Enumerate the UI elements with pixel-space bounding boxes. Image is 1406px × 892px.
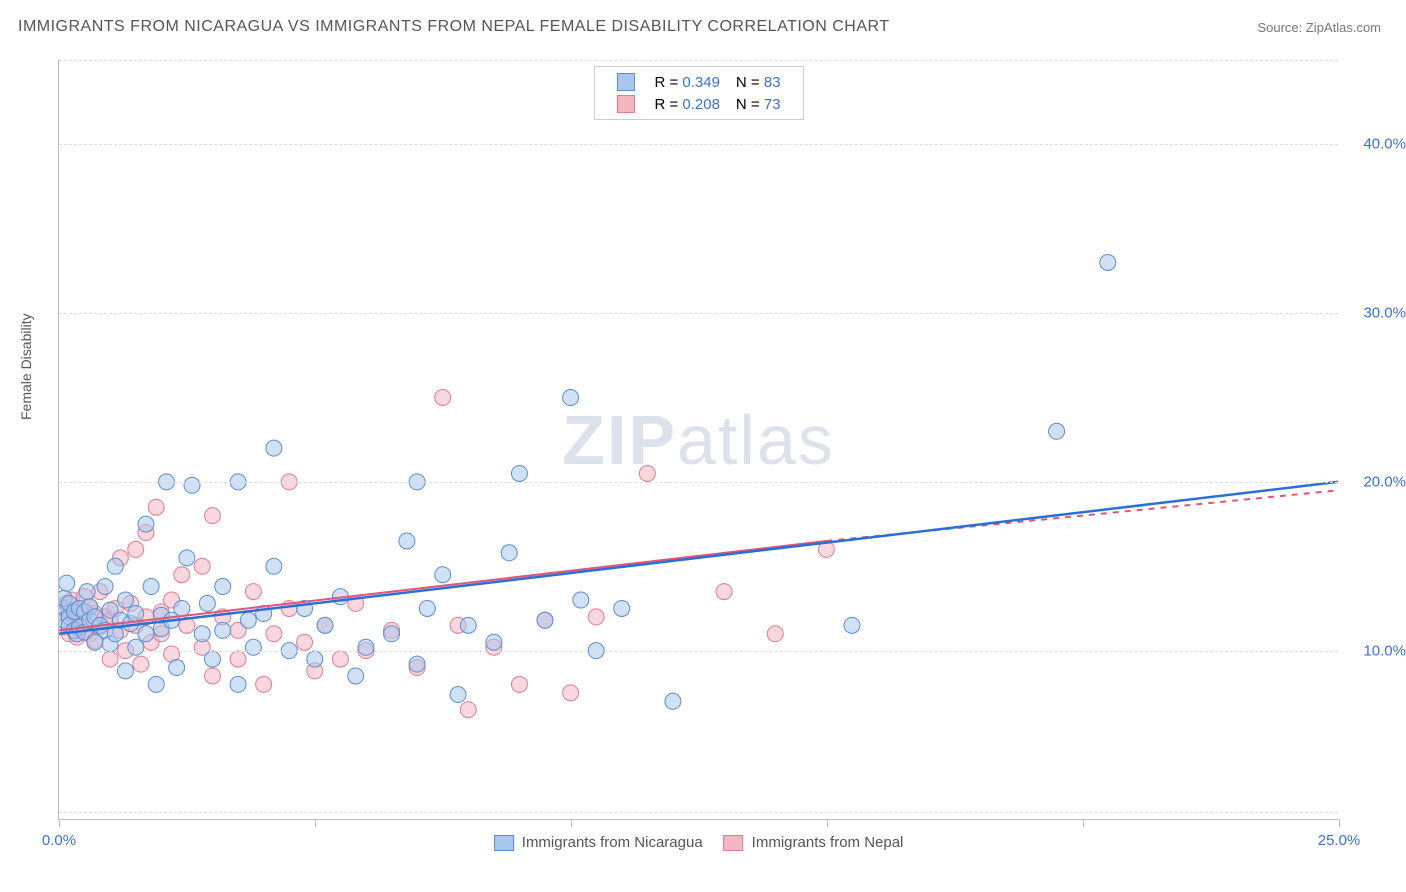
n-value-nicaragua: 83 (764, 74, 781, 91)
r-value-nicaragua: 0.349 (682, 74, 720, 91)
correlation-legend: R = 0.349 N = 83 R = 0.208 N = 73 (593, 66, 803, 120)
chart-plot-area: ZIPatlas R = 0.349 N = 83 R = 0.208 N = … (58, 60, 1338, 820)
legend-row-nicaragua: R = 0.349 N = 83 (608, 71, 788, 93)
scatter-svg (59, 60, 1338, 819)
n-label: N = (736, 74, 760, 91)
series-label-nicaragua: Immigrants from Nicaragua (522, 834, 703, 851)
x-tick-label: 0.0% (42, 832, 76, 849)
y-tick-label: 20.0% (1363, 474, 1406, 491)
n-label: N = (736, 96, 760, 113)
y-axis-label: Female Disability (18, 313, 34, 420)
series-label-nepal: Immigrants from Nepal (752, 834, 904, 851)
swatch-nicaragua-icon (494, 835, 514, 851)
series-legend: Immigrants from Nicaragua Immigrants fro… (494, 834, 904, 851)
swatch-nicaragua-icon (616, 73, 634, 91)
r-label: R = (654, 96, 678, 113)
y-tick-label: 30.0% (1363, 305, 1406, 322)
r-value-nepal: 0.208 (682, 96, 720, 113)
y-tick-label: 40.0% (1363, 136, 1406, 153)
y-tick-label: 10.0% (1363, 643, 1406, 660)
legend-row-nepal: R = 0.208 N = 73 (608, 93, 788, 115)
n-value-nepal: 73 (764, 96, 781, 113)
r-label: R = (654, 74, 678, 91)
source-label: Source: ZipAtlas.com (1257, 20, 1381, 35)
swatch-nepal-icon (724, 835, 744, 851)
chart-title: IMMIGRANTS FROM NICARAGUA VS IMMIGRANTS … (18, 18, 890, 36)
x-tick-label: 25.0% (1318, 832, 1361, 849)
swatch-nepal-icon (616, 95, 634, 113)
